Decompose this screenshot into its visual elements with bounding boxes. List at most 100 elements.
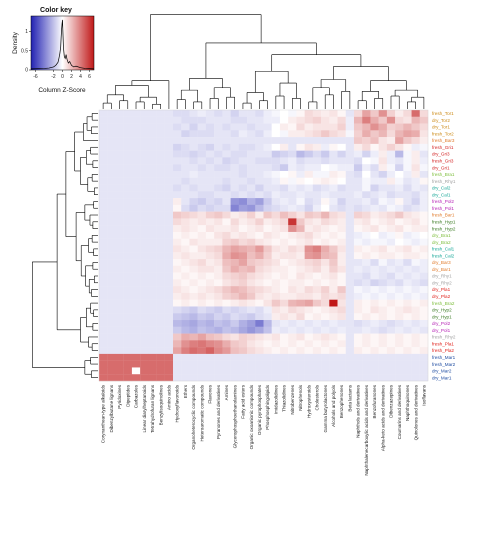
heatmap-cell <box>312 299 322 307</box>
heatmap-cell <box>312 347 322 355</box>
heatmap-cell <box>329 245 338 253</box>
heatmap-cell <box>99 265 108 273</box>
heatmap-cell <box>197 320 207 327</box>
heatmap-cell <box>156 326 165 334</box>
heatmap-cell <box>197 272 207 280</box>
heatmap-cell <box>271 150 281 158</box>
heatmap-cell <box>419 353 429 361</box>
heatmap-cell <box>197 184 207 192</box>
heatmap-cell <box>189 204 198 212</box>
color-key-x-label: Column Z-Score <box>38 87 86 94</box>
heatmap-cell <box>288 211 297 219</box>
heatmap-cell <box>288 245 297 253</box>
heatmap-cell <box>238 130 248 138</box>
heatmap-cell <box>123 191 133 199</box>
heatmap-cell <box>345 286 355 294</box>
heatmap-cell <box>107 143 116 151</box>
heatmap-cell <box>189 143 198 151</box>
heatmap-cell <box>164 150 174 158</box>
heatmap-cell <box>263 177 272 185</box>
heatmap-cell <box>140 143 149 151</box>
heatmap-cell <box>362 299 371 307</box>
heatmap-cell <box>312 116 322 124</box>
heatmap-cell <box>164 191 174 199</box>
heatmap-cell <box>395 299 404 307</box>
heatmap-cell <box>337 360 346 368</box>
heatmap-cell <box>255 225 264 233</box>
heatmap-cell <box>107 116 116 124</box>
heatmap-cell <box>304 374 314 382</box>
heatmap-cell <box>271 211 281 219</box>
heatmap-cell <box>395 157 404 165</box>
heatmap-cell <box>214 313 223 321</box>
heatmap-cell <box>353 211 363 219</box>
heatmap-cell <box>238 204 248 212</box>
heatmap-cell <box>164 245 174 253</box>
heatmap-cell <box>386 320 396 327</box>
heatmap-cell <box>255 164 264 172</box>
heatmap-cell <box>173 198 182 205</box>
heatmap-cell <box>403 286 412 294</box>
heatmap-cell <box>115 279 124 287</box>
heatmap-cell <box>411 306 420 314</box>
heatmap-cell <box>353 177 363 185</box>
heatmap-cell <box>312 320 322 327</box>
heatmap-cell <box>370 326 379 334</box>
heatmap-cell <box>181 347 190 355</box>
heatmap-cell <box>123 313 133 321</box>
heatmap-cell <box>230 238 239 246</box>
heatmap-cell <box>131 231 141 239</box>
column-label: Naphthalenecarboxylic acids and derivati… <box>364 384 369 475</box>
heatmap-cell <box>353 265 363 273</box>
heatmap-cell <box>386 353 396 361</box>
color-key-title: Color key <box>40 7 72 14</box>
heatmap-cell <box>419 123 429 131</box>
heatmap-cell <box>230 204 239 212</box>
heatmap-cell <box>214 204 223 212</box>
heatmap-cell <box>370 218 379 226</box>
heatmap-cell <box>403 333 412 341</box>
heatmap-cell <box>304 225 314 233</box>
heatmap-cell <box>107 306 116 314</box>
heatmap-cell <box>173 340 182 348</box>
column-label: Imidazolidines <box>273 384 278 414</box>
heatmap-cell <box>353 272 363 280</box>
heatmap-cell <box>247 231 256 239</box>
heatmap-cell <box>115 211 124 219</box>
heatmap-cell <box>197 191 207 199</box>
heatmap-cell <box>419 259 429 266</box>
heatmap-cell <box>362 191 371 199</box>
heatmap-cell <box>288 123 297 131</box>
heatmap-cell <box>419 245 429 253</box>
heatmap-cell <box>181 306 190 314</box>
heatmap-cell <box>370 130 379 138</box>
heatmap-cell <box>255 347 264 355</box>
heatmap-cell <box>362 353 371 361</box>
heatmap-cell <box>395 259 404 266</box>
column-label: Flavones <box>208 384 213 403</box>
heatmap-cell <box>353 110 363 117</box>
heatmap-cell <box>329 204 338 212</box>
heatmap-cell <box>140 238 149 246</box>
heatmap-cell <box>222 164 231 172</box>
heatmap-cell <box>164 360 174 368</box>
heatmap-cell <box>263 218 272 226</box>
heatmap-cell <box>222 198 231 205</box>
heatmap-cell <box>411 123 420 131</box>
heatmap-cell <box>312 367 322 375</box>
heatmap-cell <box>99 184 108 192</box>
heatmap-cell <box>173 272 182 280</box>
heatmap-cell <box>378 292 388 300</box>
heatmap-cell <box>197 279 207 287</box>
heatmap-cell <box>271 374 281 382</box>
heatmap-cell <box>370 360 379 368</box>
heatmap-cell <box>378 123 388 131</box>
heatmap-cell <box>189 157 198 165</box>
heatmap-cell <box>411 347 420 355</box>
heatmap-cell <box>173 150 182 158</box>
heatmap-cell <box>419 279 429 287</box>
heatmap-cell <box>156 130 165 138</box>
heatmap-cell <box>164 204 174 212</box>
heatmap-cell <box>263 292 272 300</box>
heatmap-cell <box>222 353 231 361</box>
